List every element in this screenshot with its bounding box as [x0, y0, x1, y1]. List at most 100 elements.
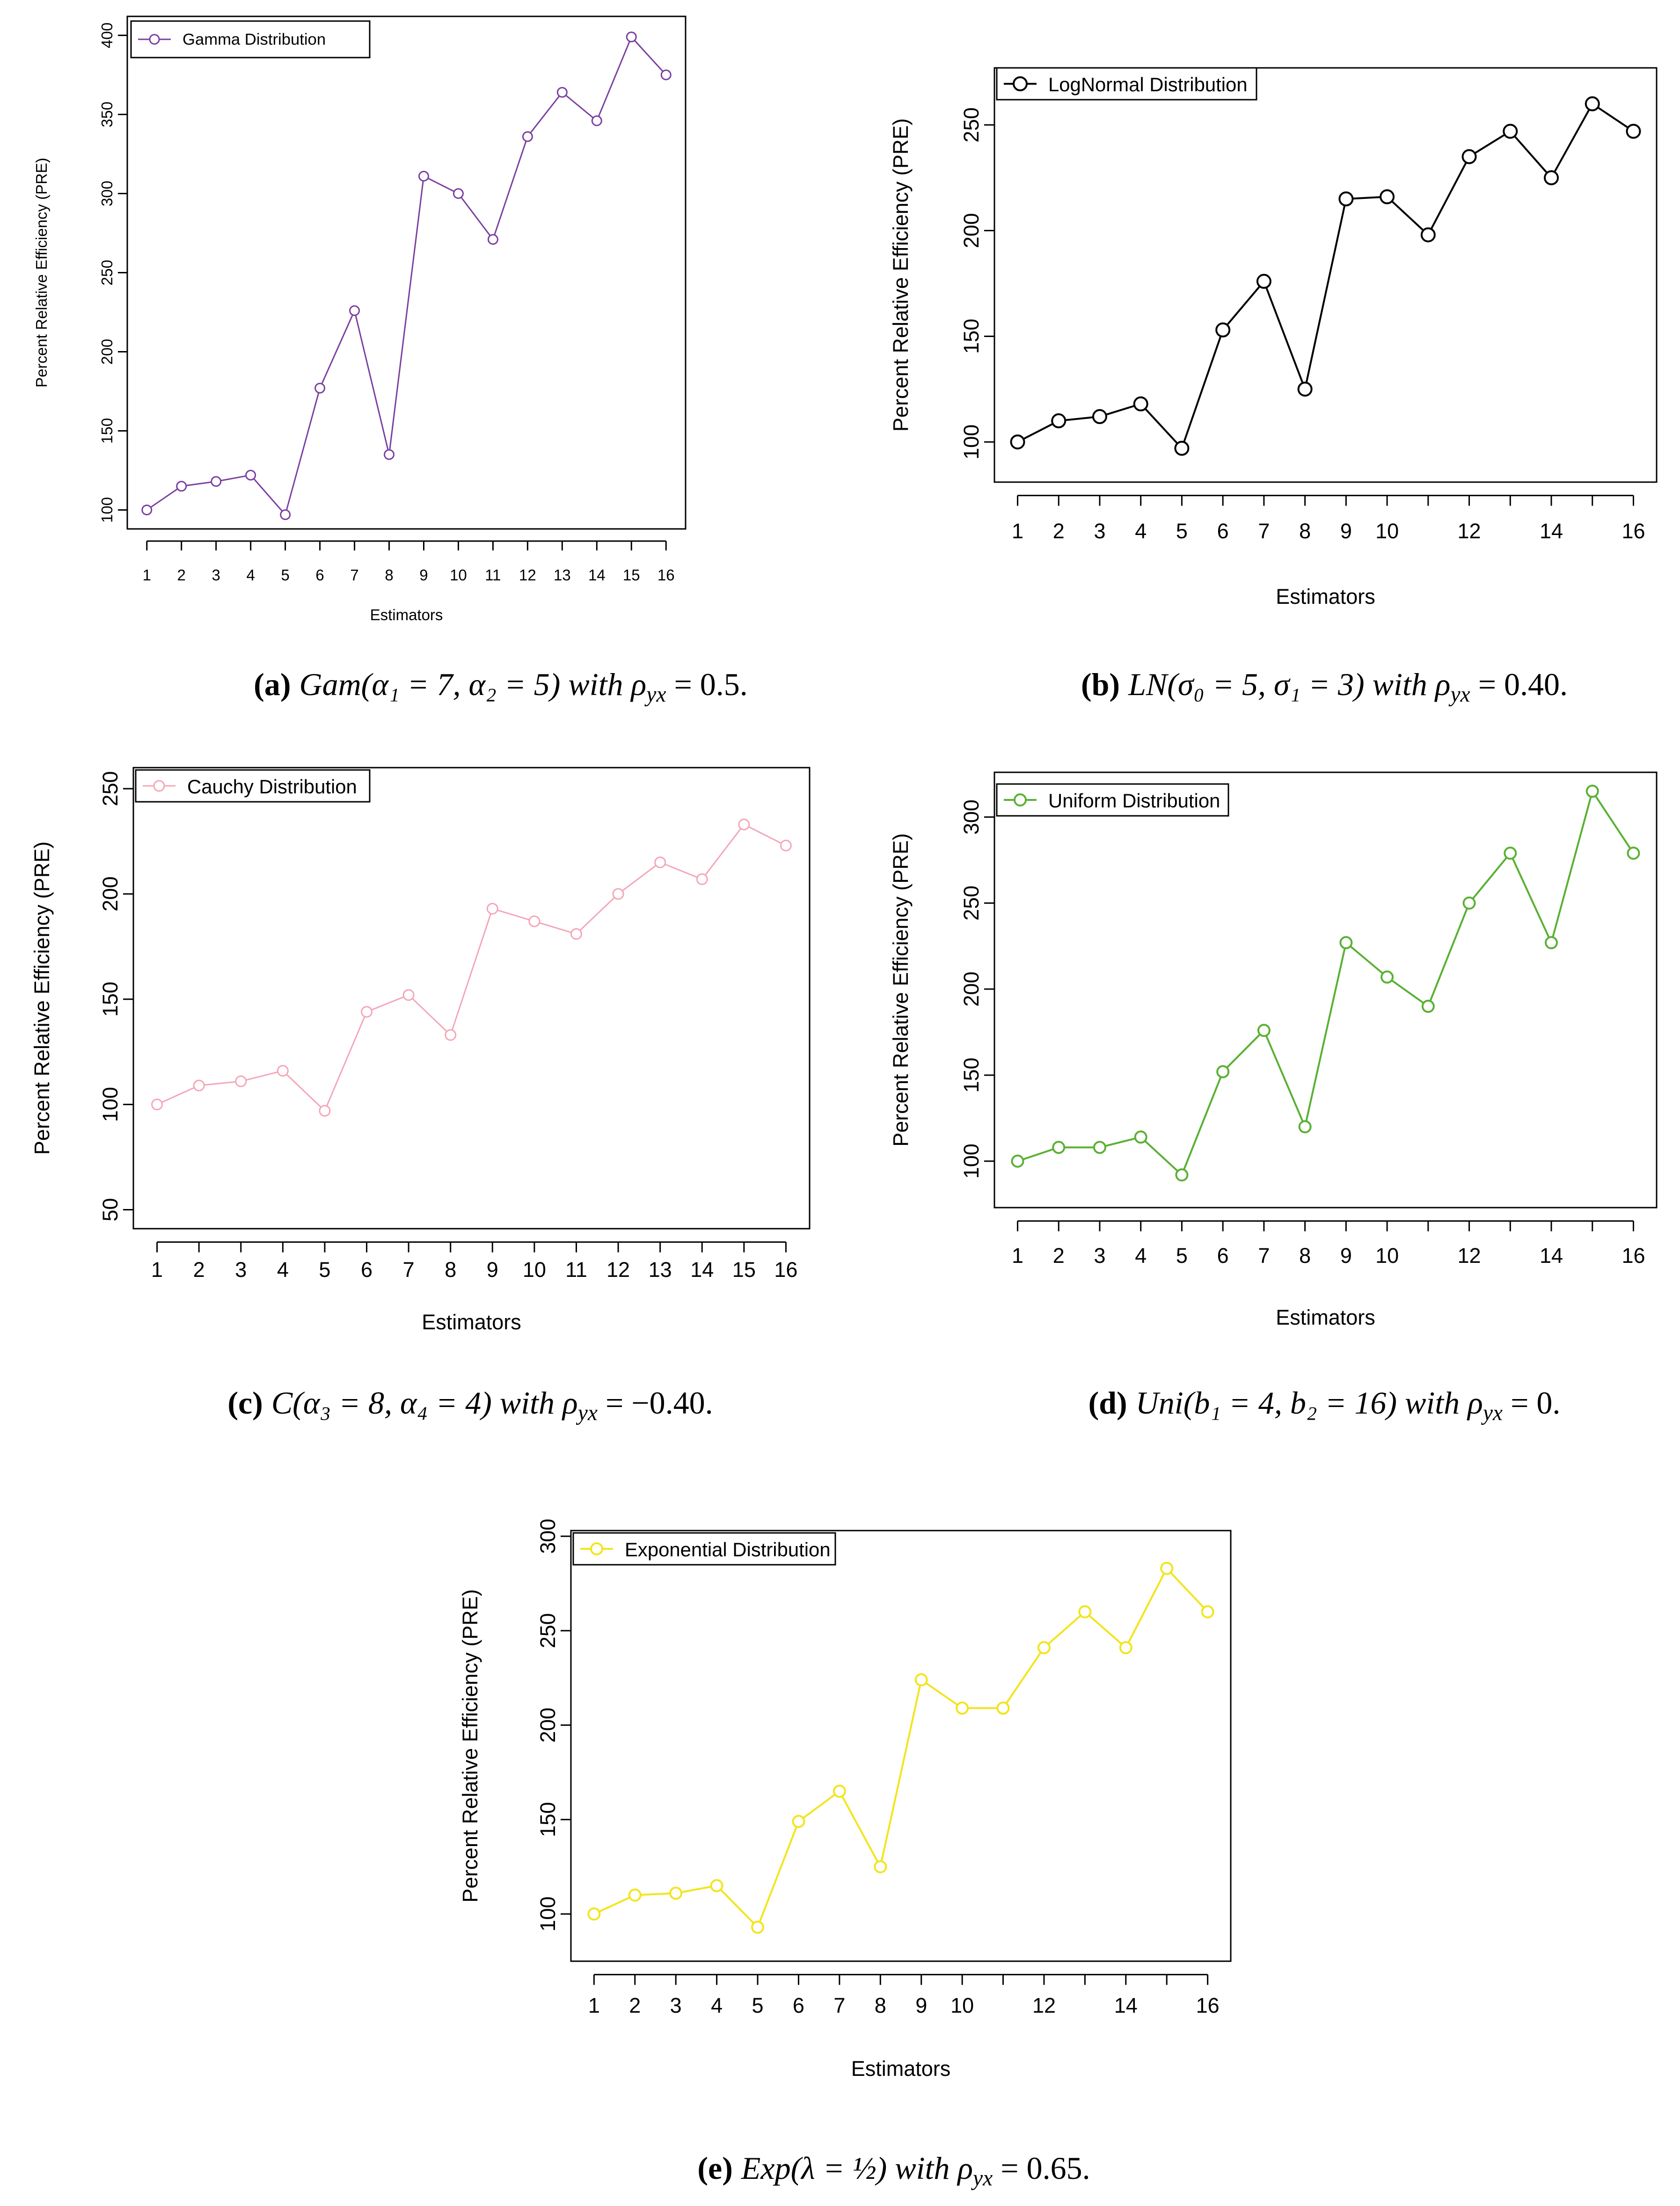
x-tick-label: 5	[752, 1993, 764, 2017]
x-tick-label: 3	[212, 566, 220, 584]
data-point	[1338, 191, 1354, 206]
y-tick-label: 250	[98, 260, 116, 286]
caption-text: Exp(λ = ½) with ρ	[741, 2150, 973, 2186]
x-tick-label: 1	[143, 566, 151, 584]
y-axis-title: Percent Relative Efficiency (PRE)	[33, 158, 50, 388]
data-point	[660, 69, 672, 81]
plot-frame	[126, 15, 687, 530]
x-tick-label: 14	[588, 566, 606, 584]
data-point	[696, 873, 708, 885]
data-point	[1037, 1641, 1051, 1655]
data-point	[738, 818, 750, 830]
data-point	[1010, 434, 1025, 450]
y-tick-label: 150	[98, 982, 122, 1017]
data-point	[1504, 846, 1517, 860]
data-point	[570, 928, 582, 940]
x-tick-label: 1	[588, 1993, 600, 2017]
y-tick-label: 200	[536, 1708, 560, 1743]
x-tick-label: 13	[554, 566, 571, 584]
y-axis-title: Percent Relative Efficiency (PRE)	[889, 118, 913, 432]
data-point	[384, 449, 395, 460]
x-tick-label: 9	[1340, 1244, 1352, 1268]
y-tick-label: 150	[959, 319, 983, 354]
x-tick-label: 3	[1094, 519, 1105, 543]
x-tick-label: 2	[1053, 519, 1065, 543]
caption-label: (c)	[227, 1385, 263, 1421]
data-point	[1585, 784, 1599, 798]
caption-tail: = 0.65.	[993, 2150, 1090, 2186]
data-point	[1297, 381, 1313, 397]
y-tick-label: 400	[98, 22, 116, 48]
x-tick-label: 9	[1340, 519, 1352, 543]
y-tick-label: 300	[536, 1519, 560, 1554]
caption-text: C(α₃ = 8, α₄ = 4) with ρ	[271, 1385, 578, 1421]
data-point	[349, 305, 360, 316]
data-point	[277, 1065, 289, 1077]
data-point	[445, 1029, 457, 1041]
x-axis-title: Estimators	[370, 606, 443, 623]
caption-tail: = −0.40.	[598, 1385, 713, 1421]
series-line	[156, 823, 787, 1112]
y-axis-title: Percent Relative Efficiency (PRE)	[889, 833, 913, 1146]
data-point	[1092, 409, 1107, 425]
legend-label: Exponential Distribution	[625, 1539, 831, 1561]
data-point	[528, 915, 541, 927]
x-tick-label: 14	[1114, 1993, 1138, 2017]
data-point	[1174, 440, 1190, 456]
caption-text: LN(σ₀ = 5, σ₁ = 3) with ρ	[1128, 667, 1450, 702]
x-tick-label: 11	[485, 566, 501, 584]
data-point	[1380, 189, 1395, 205]
x-tick-label: 10	[1375, 519, 1399, 543]
data-point	[522, 131, 533, 142]
x-tick-label: 8	[1299, 519, 1311, 543]
x-tick-label: 1	[1012, 519, 1023, 543]
x-tick-label: 3	[235, 1258, 247, 1282]
x-tick-label: 16	[1622, 1244, 1645, 1268]
x-tick-label: 10	[523, 1258, 546, 1282]
plot-frame	[993, 771, 1658, 1209]
data-point	[151, 1099, 163, 1111]
caption-subscript: yx	[576, 1401, 598, 1425]
x-tick-label: 11	[565, 1258, 587, 1282]
data-point	[319, 1105, 331, 1117]
data-point	[1051, 413, 1066, 429]
x-tick-label: 6	[361, 1258, 373, 1282]
data-point	[626, 31, 637, 43]
caption-subscript: yx	[1481, 1401, 1503, 1425]
x-tick-label: 1	[151, 1258, 163, 1282]
data-point	[361, 1006, 373, 1018]
x-tick-label: 13	[649, 1258, 672, 1282]
legend-marker	[1013, 76, 1028, 91]
caption-tail: = 0.	[1503, 1385, 1560, 1421]
plot-frame	[993, 67, 1658, 483]
x-tick-label: 12	[519, 566, 536, 584]
data-point	[1420, 227, 1436, 242]
x-tick-label: 6	[1217, 519, 1229, 543]
x-tick-label: 6	[793, 1993, 804, 2017]
y-tick-label: 250	[959, 886, 983, 921]
x-tick-label: 3	[670, 1993, 682, 2017]
y-tick-label: 200	[959, 972, 983, 1007]
x-tick-label: 8	[445, 1258, 456, 1282]
data-point	[245, 469, 256, 481]
caption-subscript: yx	[1448, 682, 1470, 707]
y-tick-label: 100	[98, 497, 116, 523]
x-tick-label: 5	[281, 566, 289, 584]
data-point	[1503, 124, 1518, 139]
legend-label: Uniform Distribution	[1048, 790, 1220, 812]
data-point	[996, 1701, 1010, 1715]
data-point	[1298, 1120, 1312, 1134]
x-tick-label: 10	[1375, 1244, 1399, 1268]
x-tick-label: 8	[875, 1993, 886, 2017]
caption-label: (d)	[1088, 1385, 1127, 1421]
data-point	[956, 1701, 969, 1715]
series-line	[146, 36, 667, 516]
data-point	[874, 1860, 887, 1874]
y-tick-label: 50	[98, 1198, 122, 1221]
legend-label: Cauchy Distribution	[187, 776, 357, 798]
y-axis-title: Percent Relative Efficiency (PRE)	[458, 1589, 482, 1902]
legend-label: LogNormal Distribution	[1048, 73, 1248, 95]
x-tick-label: 8	[1299, 1244, 1311, 1268]
caption-tail: = 0.40.	[1470, 667, 1568, 702]
data-point	[402, 989, 415, 1001]
